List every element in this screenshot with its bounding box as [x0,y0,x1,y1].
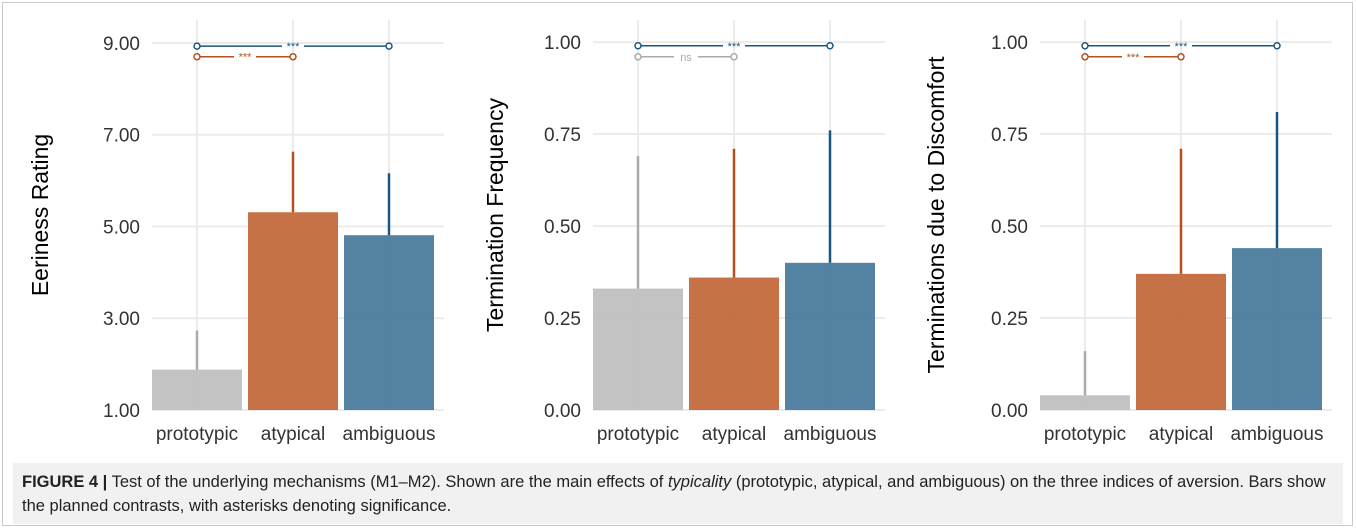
bar-atypical [1136,273,1226,410]
chart-panel-1: 1.00 3.00 5.00 7.00 9.00 prototypic atypical am… [27,20,444,445]
x-category-label: ambiguous [784,424,877,445]
caption-text-after: (prototypic, atypical, and ambiguous) on… [22,473,1326,515]
significance-label: *** [728,41,742,53]
significance-label: ns [680,52,692,64]
y-tick-label: 0.50 [991,217,1028,238]
y-tick-label: 1.00 [991,33,1028,54]
chart-panel-3: 0.00 0.25 0.50 0.75 1.00 prototypic atypical am… [923,20,1332,445]
x-category-label: atypical [1149,424,1213,445]
bracket-endpoint [634,42,642,50]
x-category-label: ambiguous [1231,424,1324,445]
x-category-label: prototypic [1044,424,1126,445]
y-tick-label: 7.00 [103,126,140,147]
y-tick-label: 0.75 [991,125,1028,146]
chart-panel-2: 0.00 0.25 0.50 0.75 1.00 prototypic atypical am… [482,20,885,445]
x-category-label: prototypic [156,424,238,445]
bar-prototypic [593,288,683,410]
figure-caption: FIGURE 4 | Test of the underlying mechan… [13,463,1343,524]
x-category-label: atypical [702,424,766,445]
significance-label: *** [287,41,301,53]
x-category-label: ambiguous [343,424,436,445]
y-tick-label: 0.25 [544,309,581,330]
bracket-endpoint [1273,42,1281,50]
figure-charts: 1.00 3.00 5.00 7.00 9.00 prototypic atypical am… [27,20,1332,445]
bracket-endpoint [193,52,201,61]
figure-label: FIGURE 4 | [22,473,108,491]
significance-bracket: *** [1081,41,1281,53]
y-axis-title: Termination Frequency [482,98,508,332]
significance-bracket: ns [634,52,738,64]
bar-atypical [248,212,338,410]
y-axis-title: Terminations due to Discomfort [923,56,949,374]
bar-prototypic [1040,395,1130,410]
bar-prototypic [152,369,242,410]
x-category-label: atypical [261,424,325,445]
y-axis-title: Eeriness Rating [27,134,53,296]
y-tick-label: 0.50 [544,217,581,238]
caption-text-before: Test of the underlying mechanisms (M1–M2… [107,473,668,491]
significance-bracket: *** [193,41,393,53]
bracket-endpoint [1081,53,1089,61]
significance-label: *** [1127,52,1141,64]
y-tick-label: 3.00 [103,309,140,330]
bracket-endpoint [289,52,297,61]
bracket-endpoint [1081,42,1089,50]
y-tick-label: 1.00 [544,33,581,54]
y-tick-label: 9.00 [103,34,140,55]
bracket-endpoint [193,42,201,50]
y-tick-label: 0.75 [544,125,581,146]
bar-ambiguous [785,262,875,410]
y-tick-label: 0.00 [544,401,581,422]
bracket-endpoint [1177,53,1185,61]
bar-atypical [689,277,779,410]
bracket-endpoint [730,53,738,61]
bracket-endpoint [634,53,642,61]
y-tick-label: 0.00 [991,401,1028,422]
caption-emphasis: typicality [667,473,732,491]
bar-ambiguous [1232,248,1322,410]
y-tick-label: 5.00 [103,217,140,238]
x-category-label: prototypic [597,424,679,445]
y-tick-label: 1.00 [103,401,140,422]
bracket-endpoint [385,42,393,50]
y-tick-label: 0.25 [991,309,1028,330]
significance-bracket: *** [634,41,834,53]
significance-label: *** [239,52,253,64]
significance-bracket: *** [193,52,297,64]
significance-label: *** [1175,41,1189,53]
bracket-endpoint [826,42,834,50]
bar-ambiguous [344,235,434,410]
significance-bracket: *** [1081,52,1185,64]
